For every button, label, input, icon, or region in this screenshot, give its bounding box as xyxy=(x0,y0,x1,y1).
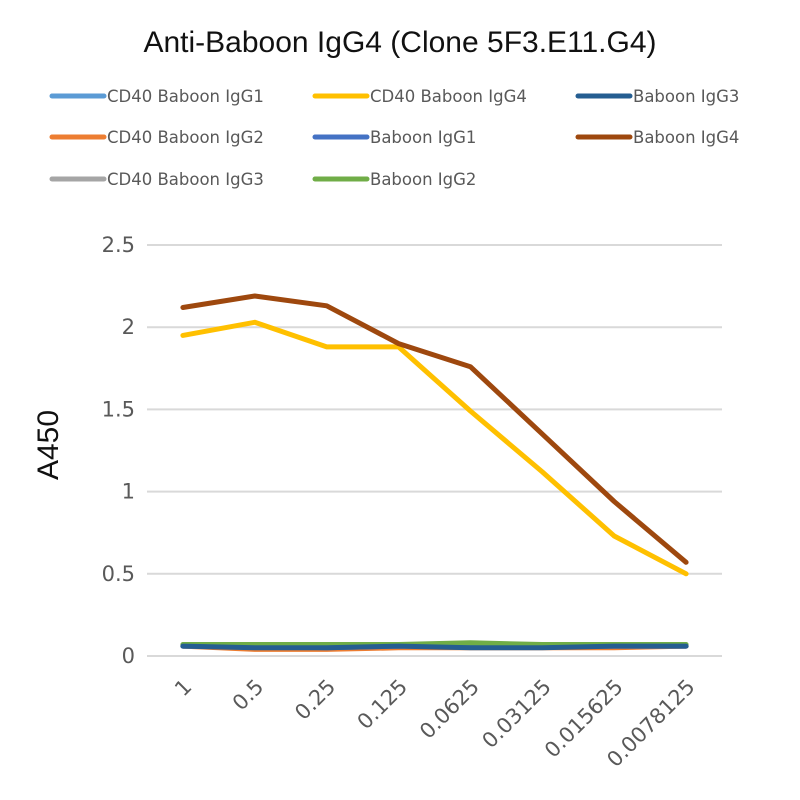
series-line-cd40-baboon-igg4 xyxy=(180,319,689,577)
y-tick-label: 1.5 xyxy=(102,397,135,421)
plot-area xyxy=(180,293,689,652)
legend-label-baboon-igg1: Baboon IgG1 xyxy=(370,128,476,147)
x-axis-ticks: 1 0.5 0.25 0.125 0.06250.031250.0156250.0078… xyxy=(170,675,700,772)
legend-label-cd40-baboon-igg1: CD40 Baboon IgG1 xyxy=(107,87,264,106)
x-tick-label: 0.5 xyxy=(228,675,269,716)
y-axis-ticks: 0 0.5 1 1.5 2 2.5 xyxy=(102,233,135,668)
legend-label-baboon-igg2: Baboon IgG2 xyxy=(370,170,476,189)
legend-label-baboon-igg4: Baboon IgG4 xyxy=(633,128,739,147)
grid-lines xyxy=(147,244,722,657)
series-line-baboon-igg4 xyxy=(180,293,689,565)
y-tick-label: 1 xyxy=(122,480,135,504)
y-tick-label: 0 xyxy=(122,644,135,668)
legend-label-cd40-baboon-igg3: CD40 Baboon IgG3 xyxy=(107,170,264,189)
y-tick-label: 0.5 xyxy=(102,562,135,586)
x-tick-label: 0.25 xyxy=(290,675,340,725)
y-tick-label: 2 xyxy=(122,315,135,339)
x-tick-label: 0.0625 xyxy=(415,675,484,744)
legend-label-cd40-baboon-igg2: CD40 Baboon IgG2 xyxy=(107,128,264,147)
chart-title: Anti-Baboon IgG4 (Clone 5F3.E11.G4) xyxy=(143,26,656,59)
x-tick-label: 0.125 xyxy=(353,675,412,734)
legend-label-baboon-igg3: Baboon IgG3 xyxy=(633,87,739,106)
y-axis-title: A450 xyxy=(32,410,65,480)
x-tick-label: 1 xyxy=(170,675,196,701)
series-line-baboon-igg3 xyxy=(180,643,689,651)
legend: CD40 Baboon IgG1 CD40 Baboon IgG2 CD40 Bab… xyxy=(49,87,739,189)
legend-label-cd40-baboon-igg4: CD40 Baboon IgG4 xyxy=(370,87,527,106)
y-tick-label: 2.5 xyxy=(102,233,135,257)
